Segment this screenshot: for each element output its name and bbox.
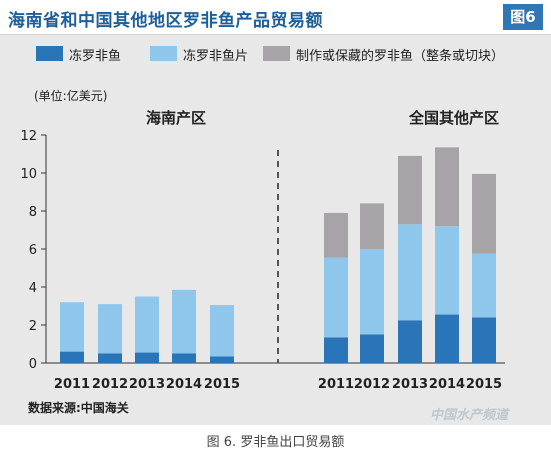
legend-label: 冻罗非鱼 — [69, 49, 122, 64]
bar-segment — [135, 296, 159, 353]
legend-swatch-series2 — [150, 46, 177, 61]
legend-swatch-series1 — [36, 46, 63, 61]
bar-segment — [324, 257, 348, 338]
bar-segment — [172, 289, 196, 354]
x-tick-label: 2015 — [466, 377, 502, 392]
figure-badge: 图6 — [503, 4, 543, 30]
group-title-other: 全国其他产区 — [409, 109, 500, 127]
chart-title: 海南省和中国其他地区罗非鱼产品贸易额 — [8, 11, 323, 31]
bar-segment — [360, 203, 384, 249]
bar-segment — [324, 337, 348, 363]
bar-segment — [472, 317, 496, 363]
x-tick-label: 2014 — [429, 377, 465, 392]
data-source: 数据来源:中国海关 — [28, 401, 129, 415]
y-tick-label: 2 — [29, 319, 37, 334]
x-tick-label: 2014 — [166, 377, 202, 392]
bar-segment — [60, 302, 84, 352]
bar-segment — [435, 147, 459, 227]
x-tick-label: 2015 — [204, 377, 240, 392]
figure-caption: 图 6. 罗非鱼出口贸易额 — [206, 435, 345, 450]
bar-segment — [60, 351, 84, 363]
x-tick-label: 2011 — [54, 377, 90, 392]
bar-segment — [398, 155, 422, 225]
bar-segment — [435, 314, 459, 363]
y-tick-label: 12 — [20, 129, 37, 144]
bar-segment — [472, 253, 496, 318]
bar-segment — [210, 305, 234, 357]
legend: 冻罗非鱼 冻罗非鱼片 制作或保藏的罗非鱼（整条或切块） — [0, 40, 551, 68]
x-tick-label: 2012 — [92, 377, 128, 392]
bar-segment — [324, 212, 348, 258]
bar-segment — [360, 334, 384, 363]
y-tick-label: 4 — [29, 281, 37, 296]
group-title-hainan: 海南产区 — [146, 109, 207, 127]
x-tick-label: 2013 — [129, 377, 165, 392]
bar-segment — [435, 226, 459, 315]
y-tick-label: 8 — [29, 205, 37, 220]
legend-label: 制作或保藏的罗非鱼（整条或切块） — [296, 49, 505, 64]
bar-segment — [398, 224, 422, 321]
bar-segment — [98, 353, 122, 363]
x-tick-label: 2013 — [392, 377, 428, 392]
bar-segment — [472, 173, 496, 254]
y-tick-label: 0 — [29, 357, 37, 372]
bar-segment — [398, 320, 422, 363]
chart-panel: 海南省和中国其他地区罗非鱼产品贸易额 图6 冻罗非鱼 冻罗非鱼片 制作或保藏的罗… — [0, 0, 551, 425]
bar-segment — [98, 304, 122, 354]
bar-segment — [360, 249, 384, 335]
legend-swatch-series3 — [263, 46, 290, 61]
bar-segment — [135, 352, 159, 363]
x-tick-label: 2012 — [354, 377, 390, 392]
x-tick-label: 2011 — [318, 377, 354, 392]
title-bar: 海南省和中国其他地区罗非鱼产品贸易额 图6 — [0, 0, 551, 35]
y-axis-unit: (单位:亿美元) — [34, 89, 108, 103]
bar-segment — [210, 356, 234, 363]
y-tick-label: 10 — [20, 167, 37, 182]
watermark: 中国水产频道 — [430, 408, 509, 423]
bar-segment — [172, 353, 196, 363]
y-tick-label: 6 — [29, 243, 37, 258]
legend-label: 冻罗非鱼片 — [183, 49, 249, 64]
